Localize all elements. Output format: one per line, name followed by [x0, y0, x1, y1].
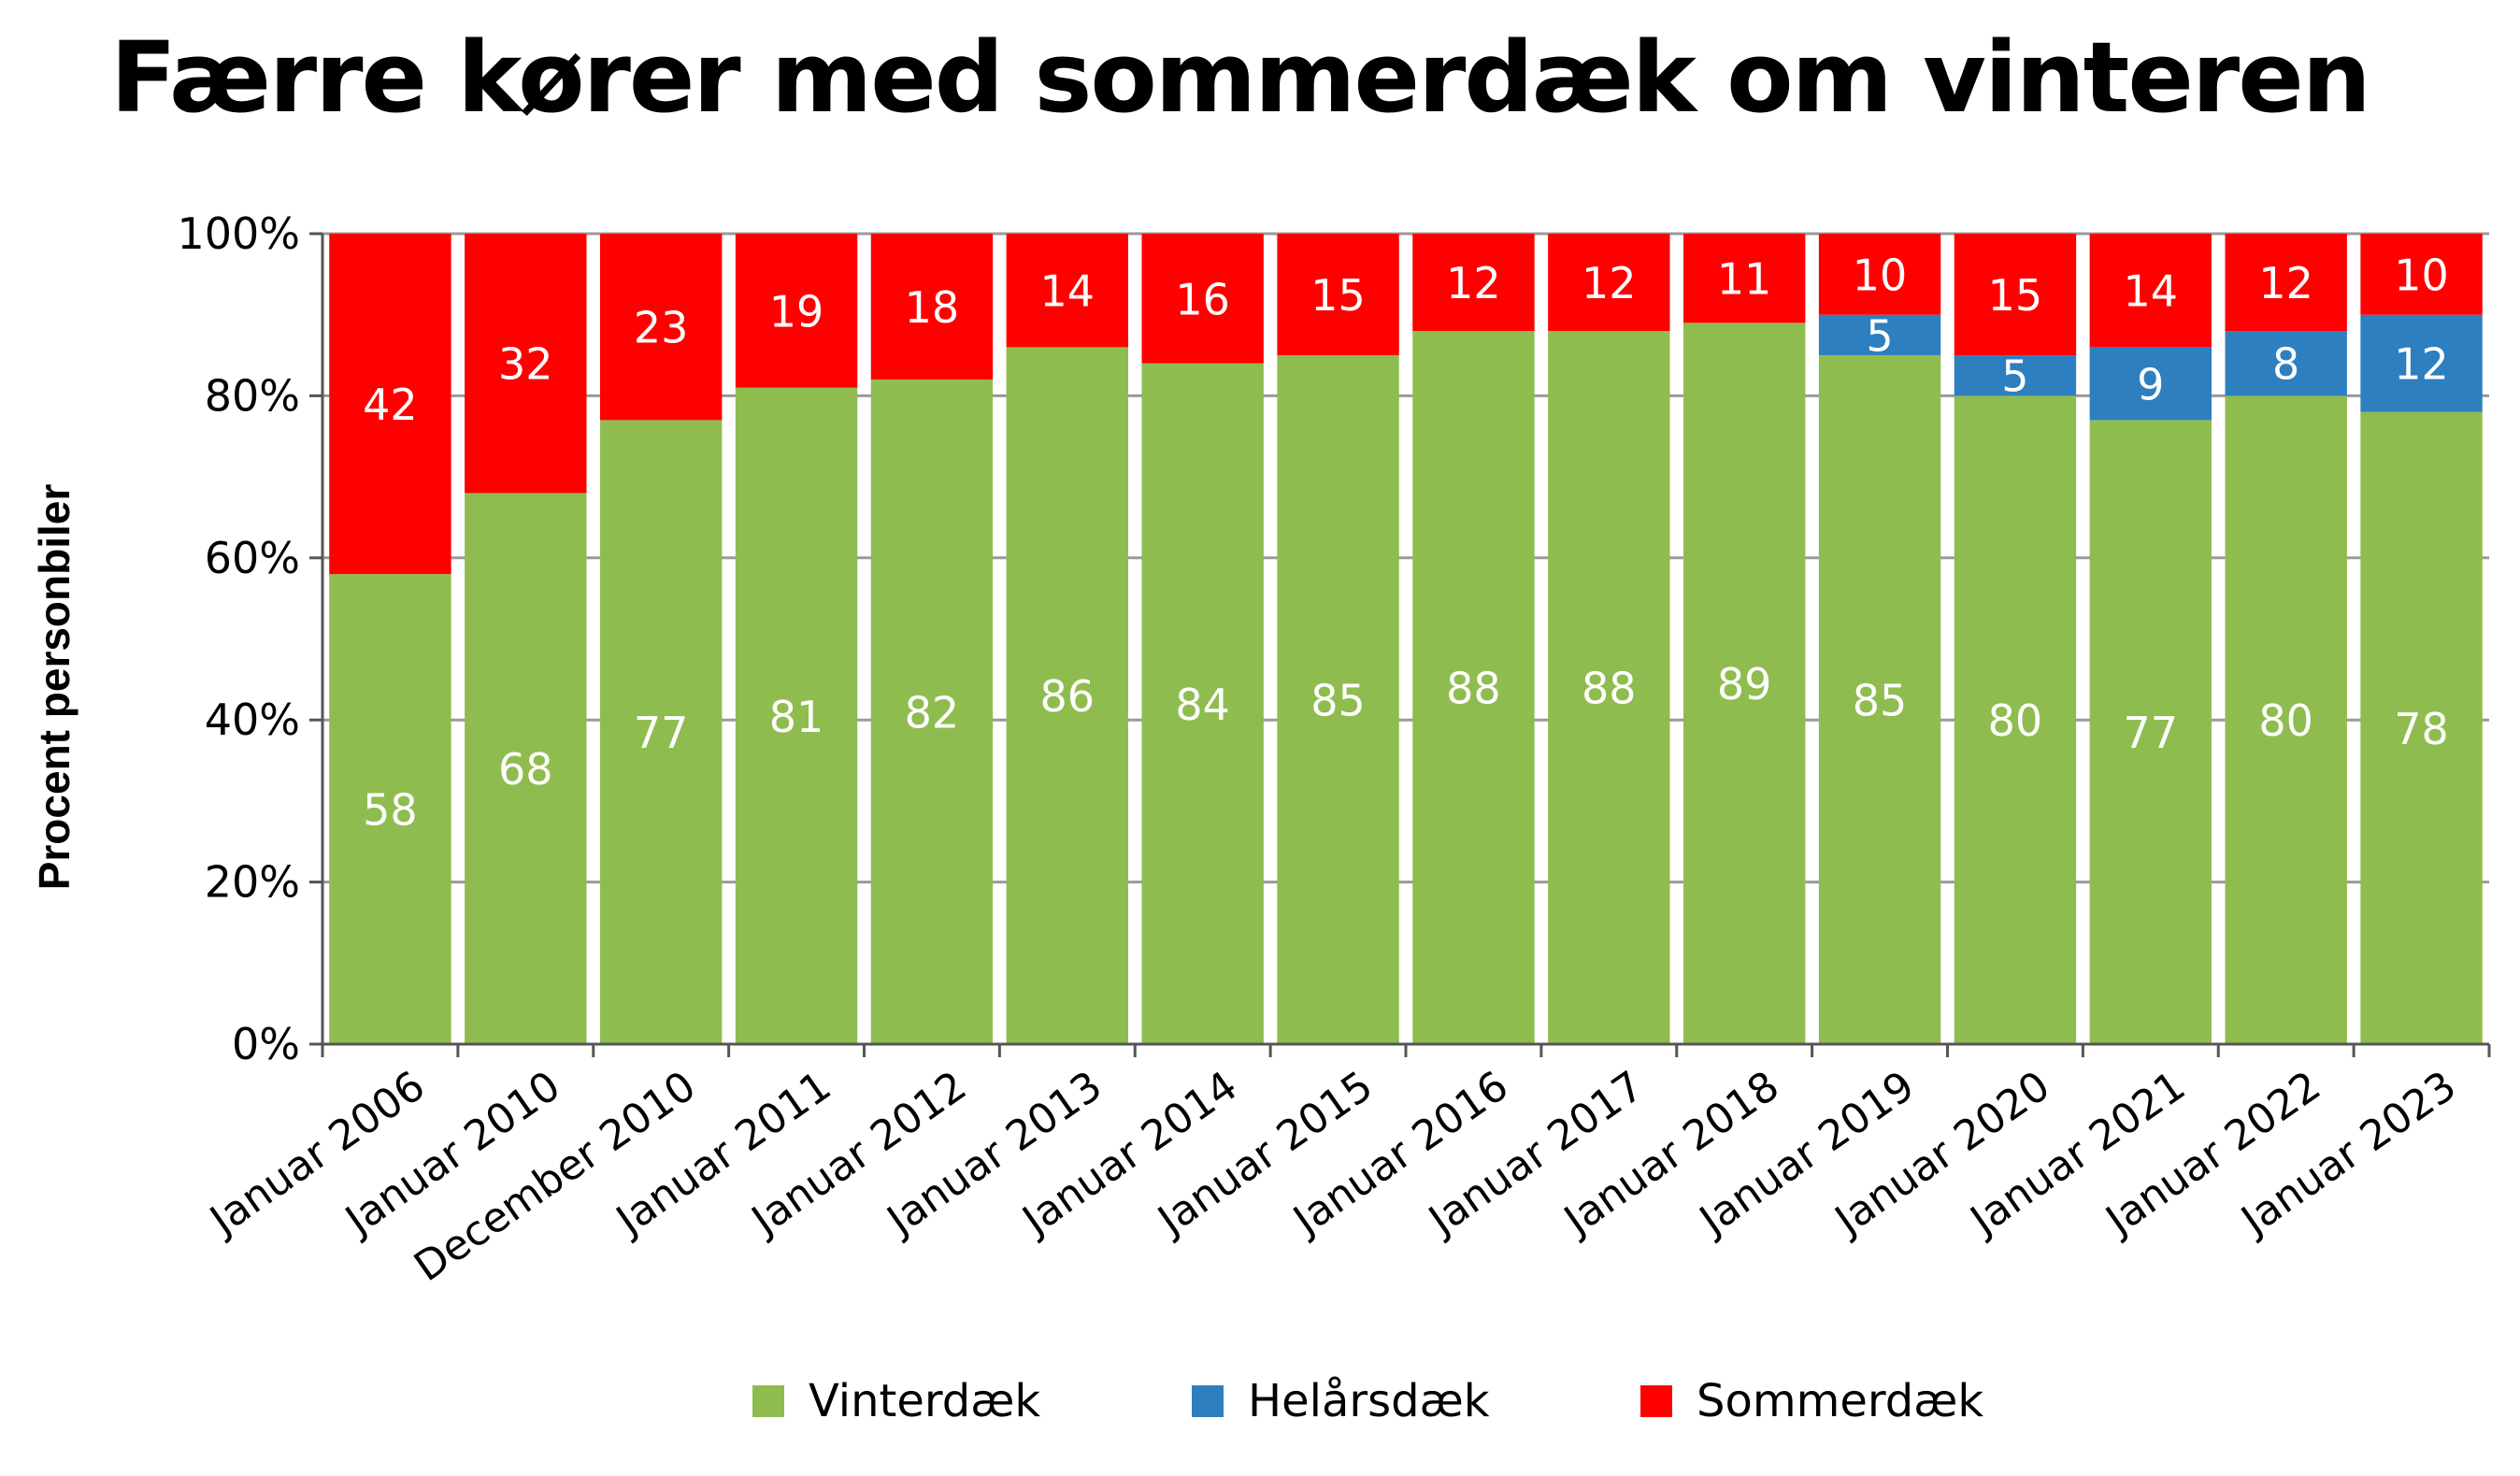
- bar-segment: [1818, 314, 1941, 356]
- data-label: 85: [1853, 676, 1908, 726]
- bar-segment: [465, 493, 587, 1044]
- data-label: 88: [1582, 664, 1637, 714]
- bar-segment: [2360, 314, 2483, 412]
- bar-segment: [1548, 234, 1670, 332]
- chart-title: Færre kører med sommerdæk om vinteren: [110, 21, 2371, 135]
- data-label: 81: [769, 692, 824, 742]
- bar-segment: [1818, 355, 1941, 1044]
- y-tick-label: 80%: [205, 370, 300, 421]
- bars: [329, 234, 2483, 1045]
- data-label: 32: [498, 339, 553, 390]
- data-label: 15: [1310, 270, 1366, 321]
- bar-segment: [1954, 355, 2077, 396]
- bar-segment: [2089, 234, 2212, 348]
- bar-segment: [1954, 395, 2077, 1044]
- bar-segment: [599, 234, 723, 421]
- bar-segment: [2225, 331, 2347, 396]
- data-label: 80: [2258, 695, 2313, 746]
- bar-segment: [735, 234, 858, 388]
- data-label: 18: [905, 282, 960, 333]
- bar-segment: [1818, 234, 1941, 315]
- y-tick-label: 40%: [205, 695, 300, 745]
- data-label: 78: [2394, 704, 2449, 754]
- bar-segment: [1548, 331, 1670, 1044]
- data-label: 42: [363, 380, 418, 430]
- bar-segment: [2360, 234, 2483, 315]
- bar-segment: [1277, 355, 1399, 1044]
- bar-segment: [1682, 234, 1806, 323]
- data-label: 10: [2394, 250, 2449, 300]
- legend-label: Vinterdæk: [809, 1375, 1040, 1427]
- data-label: 12: [1582, 258, 1637, 308]
- data-labels: 5842683277238119821886148416851588128812…: [363, 250, 2449, 835]
- bar-segment: [1682, 322, 1806, 1044]
- bar-segment: [1006, 234, 1129, 348]
- data-label: 15: [1988, 270, 2043, 321]
- bar-segment: [735, 387, 858, 1045]
- data-label: 14: [1040, 266, 1095, 317]
- bar-segment: [1412, 234, 1535, 332]
- bar-segment: [870, 234, 994, 380]
- data-label: 8: [2272, 339, 2299, 390]
- data-label: 86: [1040, 671, 1095, 722]
- y-tick-label: 0%: [232, 1019, 300, 1069]
- bar-segment: [2225, 395, 2347, 1044]
- bar-segment: [329, 574, 451, 1044]
- data-label: 5: [1866, 310, 1893, 361]
- bar-segment: [1006, 347, 1129, 1044]
- data-label: 84: [1175, 680, 1230, 730]
- data-label: 19: [769, 286, 824, 337]
- legend: Vinterdæk Helårsdæk Sommerdæk: [752, 1375, 1983, 1427]
- data-label: 12: [1446, 258, 1501, 308]
- y-tick-label: 60%: [205, 533, 300, 583]
- data-label: 14: [2124, 266, 2179, 317]
- bar-segment: [2360, 411, 2483, 1044]
- y-tick-label: 20%: [205, 857, 300, 908]
- data-label: 23: [634, 303, 689, 353]
- bar-segment: [1141, 234, 1264, 364]
- data-label: 9: [2137, 359, 2164, 409]
- legend-swatch: [1640, 1385, 1672, 1417]
- bar-segment: [1954, 234, 2077, 356]
- data-label: 12: [2258, 258, 2313, 308]
- data-label: 16: [1175, 274, 1230, 324]
- data-label: 88: [1446, 664, 1501, 714]
- data-label: 58: [363, 785, 418, 836]
- data-label: 5: [2001, 351, 2028, 402]
- legend-swatch: [1192, 1385, 1224, 1417]
- bar-segment: [1412, 331, 1535, 1044]
- data-label: 10: [1853, 250, 1908, 300]
- bar-segment: [599, 420, 723, 1044]
- data-label: 80: [1988, 695, 2043, 746]
- legend-swatch: [752, 1385, 784, 1417]
- bar-segment: [870, 380, 994, 1044]
- y-tick-label: 100%: [177, 208, 300, 259]
- data-label: 11: [1717, 254, 1772, 305]
- data-label: 89: [1717, 659, 1772, 709]
- data-label: 12: [2394, 339, 2449, 390]
- legend-label: Sommerdæk: [1697, 1375, 1983, 1427]
- data-label: 82: [905, 688, 960, 738]
- bar-segment: [465, 234, 587, 494]
- data-label: 77: [2124, 708, 2179, 758]
- bar-segment: [2089, 347, 2212, 421]
- data-label: 77: [634, 708, 689, 758]
- legend-label: Helårsdæk: [1248, 1375, 1490, 1427]
- data-label: 68: [498, 744, 553, 795]
- bar-segment: [1277, 234, 1399, 356]
- data-label: 85: [1310, 676, 1366, 726]
- y-axis-label: Procent personbiler: [30, 484, 79, 891]
- bar-segment: [329, 234, 451, 575]
- bar-segment: [2225, 234, 2347, 332]
- bar-segment: [2089, 420, 2212, 1044]
- bar-segment: [1141, 363, 1264, 1045]
